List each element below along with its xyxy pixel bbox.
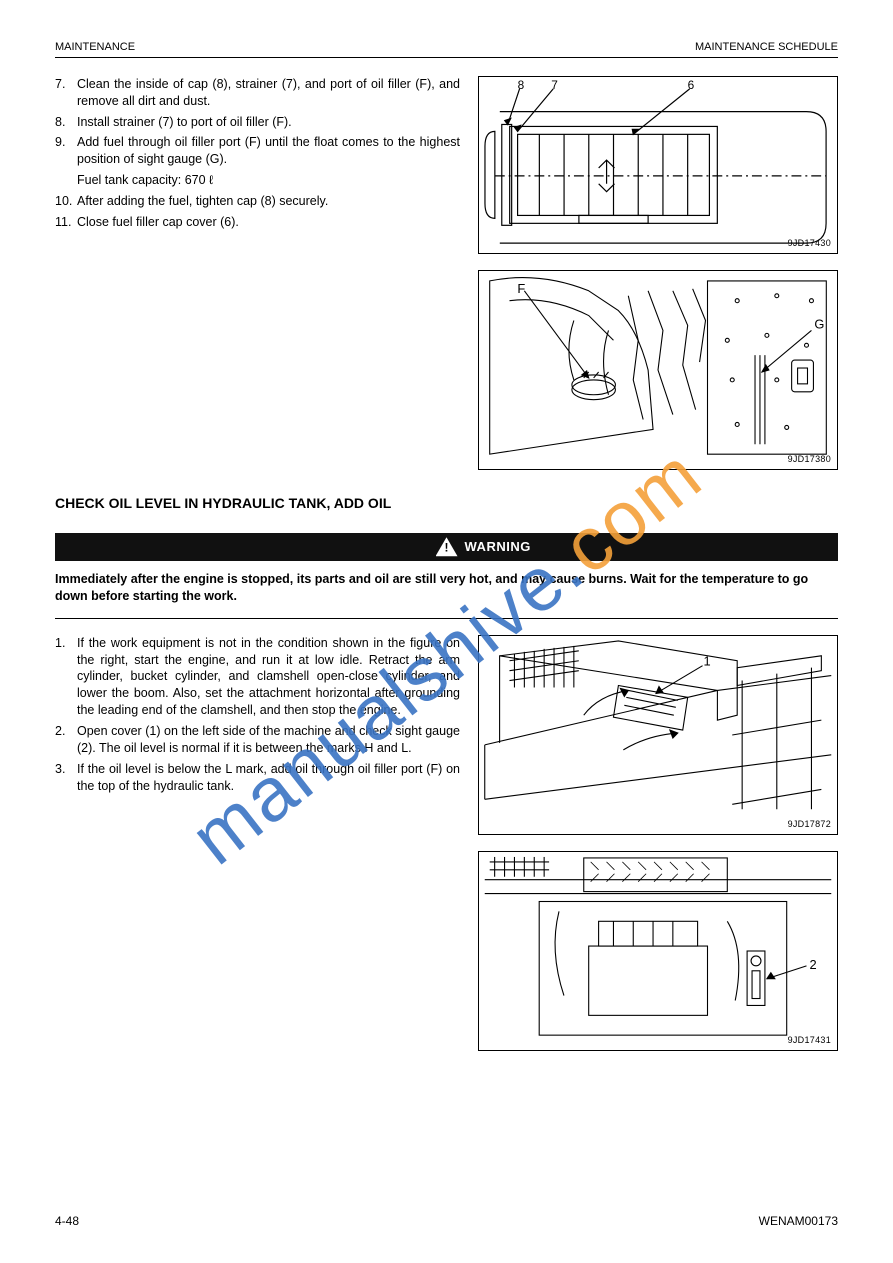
figure-2-code: 9JD17380 [788, 453, 831, 465]
warning-triangle-icon [436, 537, 458, 556]
fig1-label-6: 6 [688, 78, 695, 92]
section-rule [55, 618, 838, 619]
figure-4-code: 9JD17431 [788, 1034, 831, 1046]
step-text: Open cover (1) on the left side of the m… [77, 723, 460, 757]
fig3-label-1: 1 [704, 653, 711, 668]
step-text: After adding the fuel, tighten cap (8) s… [77, 193, 460, 210]
step-text: If the oil level is below the L mark, ad… [77, 761, 460, 795]
step-text: Fuel tank capacity: 670 ℓ [77, 172, 460, 189]
step-text: If the work equipment is not in the cond… [77, 635, 460, 719]
figure-4: 2 9JD17431 [478, 851, 838, 1051]
step-num: 2. [55, 723, 77, 757]
footer-doc: WENAM00173 [759, 1213, 838, 1229]
figure-3-code: 9JD17872 [788, 818, 831, 830]
figure-3: 1 9JD17872 [478, 635, 838, 835]
step-text: Close fuel filler cap cover (6). [77, 214, 460, 231]
fig1-label-8: 8 [518, 78, 525, 92]
step-num: 9. [55, 134, 77, 168]
fig2-label-G: G [814, 316, 824, 331]
step-text: Install strainer (7) to port of oil fill… [77, 114, 460, 131]
fig2-label-F: F [517, 281, 525, 296]
warning-band: WARNING [55, 533, 838, 561]
step-num: 11. [55, 214, 77, 231]
header-rule [55, 57, 838, 58]
figure-2: F G 9JD17380 [478, 270, 838, 470]
header-right: MAINTENANCE SCHEDULE [695, 40, 838, 55]
step-text: Add fuel through oil filler port (F) unt… [77, 134, 460, 168]
header-left: MAINTENANCE [55, 40, 135, 55]
fig1-label-7: 7 [551, 78, 558, 92]
warning-text: Immediately after the engine is stopped,… [55, 571, 838, 606]
step-text: Clean the inside of cap (8), strainer (7… [77, 76, 460, 110]
step-num: 10. [55, 193, 77, 210]
footer-page: 4-48 [55, 1213, 79, 1229]
section2-heading: CHECK OIL LEVEL IN HYDRAULIC TANK, ADD O… [55, 494, 838, 513]
section2-text: 1.If the work equipment is not in the co… [55, 635, 460, 1067]
figure-1: 8 7 6 9JD17430 [478, 76, 838, 254]
page-footer: 4-48 WENAM00173 [55, 1213, 838, 1229]
step-num: 7. [55, 76, 77, 110]
section1-text: 7.Clean the inside of cap (8), strainer … [55, 76, 460, 486]
step-num: 8. [55, 114, 77, 131]
figure-1-code: 9JD17430 [788, 237, 831, 249]
warning-label: WARNING [465, 538, 531, 556]
step-num [55, 172, 77, 189]
fig4-label-2: 2 [809, 957, 816, 972]
step-num: 1. [55, 635, 77, 719]
step-num: 3. [55, 761, 77, 795]
